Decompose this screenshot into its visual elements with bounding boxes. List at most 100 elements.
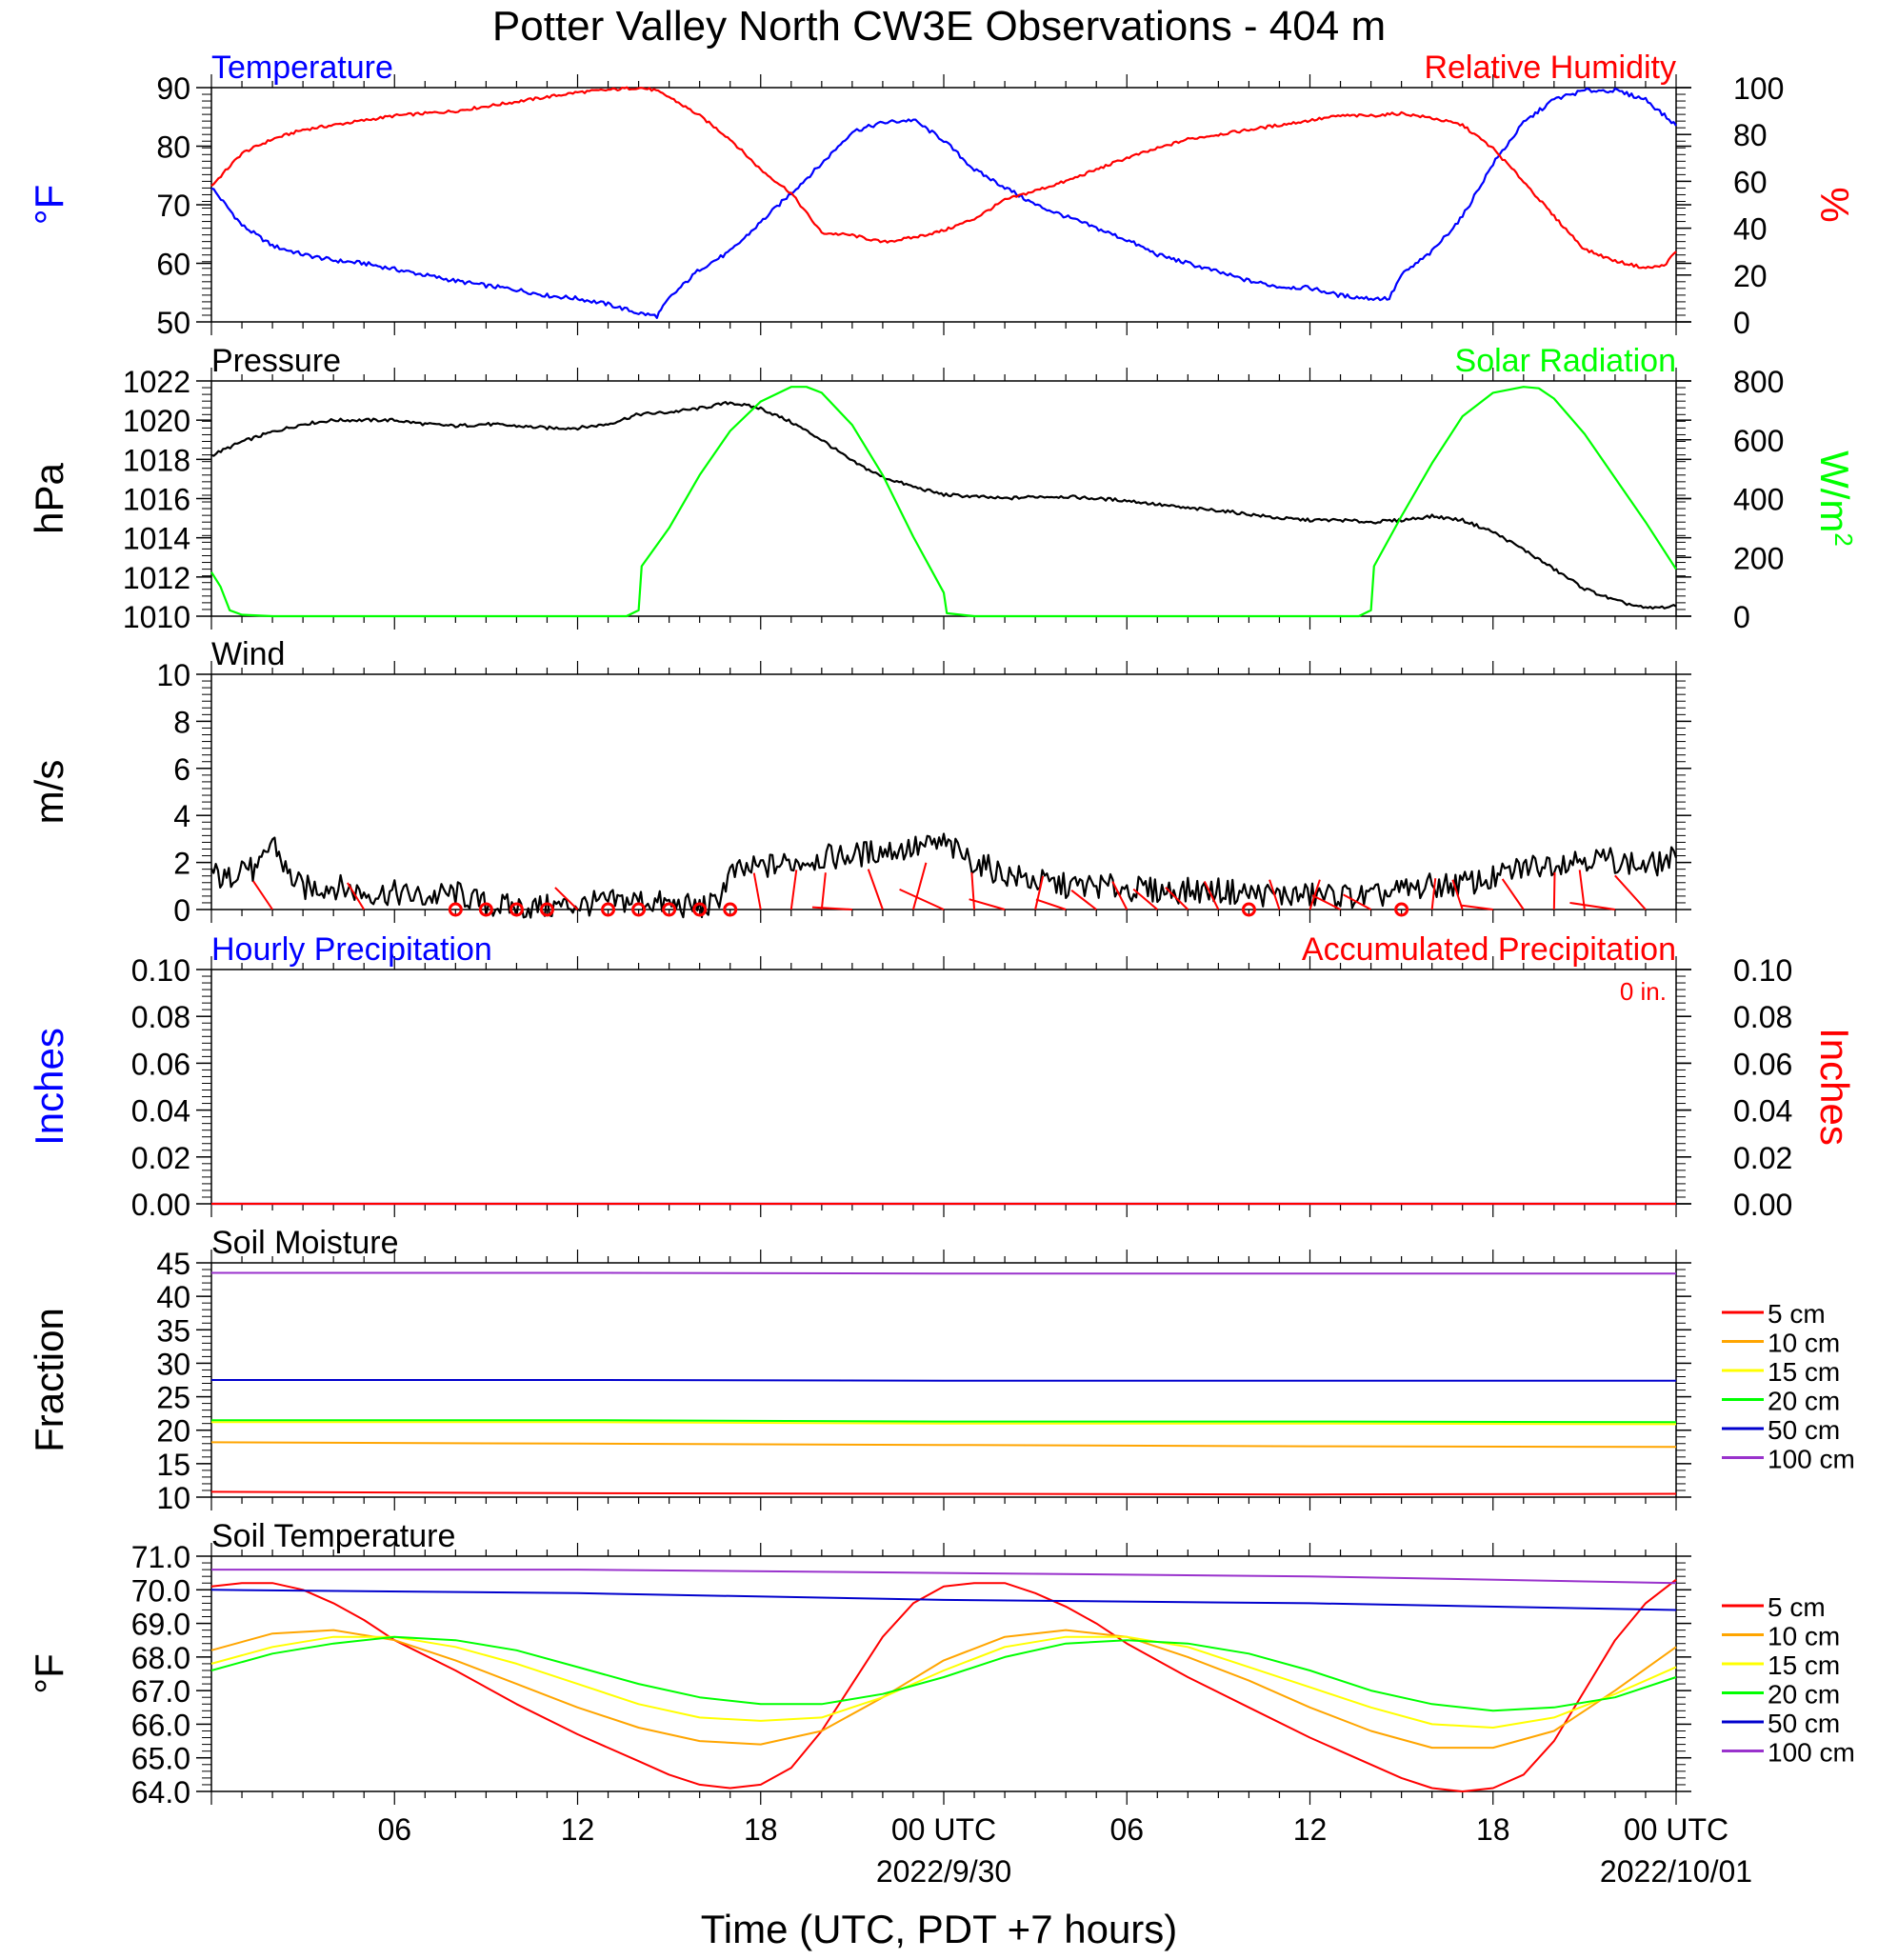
wind-barb xyxy=(1035,898,1067,910)
y-tick-label-left: 70.0 xyxy=(131,1573,190,1608)
legend-label-5-cm: 5 cm xyxy=(1768,1592,1826,1622)
series-line-15-cm xyxy=(210,1635,1677,1729)
wind-barb xyxy=(347,882,366,910)
time-axis: 06 12 18 00 UTC 06 12 18 00 UTC 2022/9/30 2022/10… xyxy=(377,1812,1752,1889)
y-tick-label-left: 69.0 xyxy=(131,1608,190,1642)
wind-barb xyxy=(1578,870,1586,910)
panel-frame xyxy=(210,969,1677,1205)
wind-barb xyxy=(1461,904,1493,910)
x-date-label: 2022/10/01 xyxy=(1600,1854,1752,1889)
series-line-15-cm xyxy=(211,1421,1677,1426)
wind-barb-calm xyxy=(662,902,677,917)
wind-barb xyxy=(1111,881,1129,910)
y-tick-label-left: 0.10 xyxy=(131,953,190,988)
legend-label-50-cm: 50 cm xyxy=(1768,1709,1840,1738)
wind-barb xyxy=(1132,888,1158,910)
y-tick-label-right: 0.10 xyxy=(1733,953,1792,988)
y-axis-label-right-text: % xyxy=(1812,187,1857,222)
y-tick-label-right: 0.08 xyxy=(1733,1000,1792,1034)
wind-barb xyxy=(252,880,273,910)
y-tick-label-right: 0 xyxy=(1733,600,1750,634)
y-tick-label-left: 1020 xyxy=(123,404,190,438)
series-line-5-cm xyxy=(210,1578,1677,1792)
y-axis-label-left: m/s xyxy=(27,760,71,825)
panel-title-left: Pressure xyxy=(211,343,341,379)
y-tick-label-left: 0.06 xyxy=(131,1047,190,1081)
wind-barb xyxy=(820,872,827,910)
legend-label-5-cm: 5 cm xyxy=(1768,1299,1826,1329)
y-tick-label-left: 1022 xyxy=(123,365,190,399)
y-axis-label-right: % xyxy=(1812,187,1857,222)
y-tick-label-left: 0.00 xyxy=(131,1188,190,1222)
y-axis-label-right-text: W/m xyxy=(1812,450,1857,532)
panel-wind: 0 2 4 6 8 10 Wind m/s xyxy=(27,636,1691,928)
x-tick-label: 12 xyxy=(561,1812,595,1847)
y-tick-label-left: 1010 xyxy=(123,600,190,634)
y-tick-label-right: 600 xyxy=(1733,424,1784,458)
wind-barb xyxy=(1070,890,1097,910)
wind-barb xyxy=(1343,893,1372,910)
y-tick-label-left: 20 xyxy=(156,1414,190,1449)
legend-label-100-cm: 100 cm xyxy=(1768,1738,1855,1768)
y-axis-label-left: Inches xyxy=(27,1028,71,1146)
wind-barb xyxy=(1569,901,1616,910)
x-tick-label: 06 xyxy=(1109,1812,1144,1847)
wind-barb xyxy=(1451,879,1464,910)
figure-title: Potter Valley North CW3E Observations - … xyxy=(492,3,1386,50)
panel-title-left: Wind xyxy=(211,636,285,672)
wind-barb-calm xyxy=(539,902,554,917)
panel-title-left: Soil Temperature xyxy=(211,1518,455,1554)
y-tick-label-left: 10 xyxy=(156,1481,190,1515)
y-tick-label-left: 60 xyxy=(156,248,190,282)
panel-pressure: 1010 1012 1014 1016 1018 1020 1022 0 200 400 600 80… xyxy=(27,343,1858,634)
y-axis-label-right-text: Inches xyxy=(1812,1028,1857,1146)
x-tick-label: 00 UTC xyxy=(891,1812,996,1847)
y-tick-label-left: 1012 xyxy=(123,561,190,595)
y-tick-label-left: 15 xyxy=(156,1448,190,1482)
legend-label-20-cm: 20 cm xyxy=(1768,1680,1840,1710)
legend-label-10-cm: 10 cm xyxy=(1768,1329,1840,1358)
wind-barb xyxy=(752,872,762,910)
series-line-pressure xyxy=(210,401,1677,610)
accumulated-total-label: 0 in. xyxy=(1620,977,1667,1006)
panel-title-left: Soil Moisture xyxy=(211,1225,399,1261)
y-tick-label-right: 0.04 xyxy=(1733,1094,1792,1129)
series-line-10-cm xyxy=(210,1441,1677,1449)
y-tick-label-right: 0.02 xyxy=(1733,1141,1792,1175)
y-axis-label-left: °F xyxy=(27,1653,71,1693)
wind-barb-calm xyxy=(631,902,647,917)
series-line-50-cm xyxy=(210,1589,1677,1611)
legend-label-15-cm: 15 cm xyxy=(1768,1357,1840,1387)
panel-title-right: Accumulated Precipitation xyxy=(1302,931,1676,968)
wind-barb xyxy=(789,870,798,910)
y-tick-label-right: 60 xyxy=(1733,165,1768,199)
panel-hourly-precipitation: 0.00 0.02 0.04 0.06 0.08 0.10 0.00 0.02 0.04 0.06… xyxy=(27,931,1857,1222)
y-tick-label-right: 400 xyxy=(1733,483,1784,517)
y-tick-label-left: 90 xyxy=(156,71,190,106)
y-tick-label-right: 0 xyxy=(1733,306,1750,340)
y-axis-label-left: hPa xyxy=(27,462,71,533)
series-line-relative-humidity xyxy=(210,86,1677,270)
y-tick-label-left: 68.0 xyxy=(131,1641,190,1675)
y-tick-label-left: 8 xyxy=(173,705,190,739)
panel-title-right: Relative Humidity xyxy=(1424,50,1676,86)
wind-barb xyxy=(1501,878,1525,910)
wind-barb xyxy=(899,888,945,910)
series-line-20-cm xyxy=(210,1635,1677,1712)
y-tick-label-left: 50 xyxy=(156,306,190,340)
y-tick-label-left: 0 xyxy=(173,893,190,928)
wind-barb xyxy=(1165,887,1189,910)
series-line-100-cm xyxy=(211,1271,1676,1275)
wind-barb xyxy=(911,862,928,910)
series-line-temperature xyxy=(210,87,1677,319)
legend-label-20-cm: 20 cm xyxy=(1768,1387,1840,1416)
legend-label-10-cm: 10 cm xyxy=(1768,1622,1840,1651)
x-date-label: 2022/9/30 xyxy=(876,1854,1011,1889)
y-tick-label-left: 45 xyxy=(156,1247,190,1281)
y-tick-label-right: 100 xyxy=(1733,71,1784,106)
series-line-solar-radiation xyxy=(210,386,1677,618)
y-tick-label-left: 25 xyxy=(156,1381,190,1415)
series-line-10-cm xyxy=(210,1629,1677,1750)
